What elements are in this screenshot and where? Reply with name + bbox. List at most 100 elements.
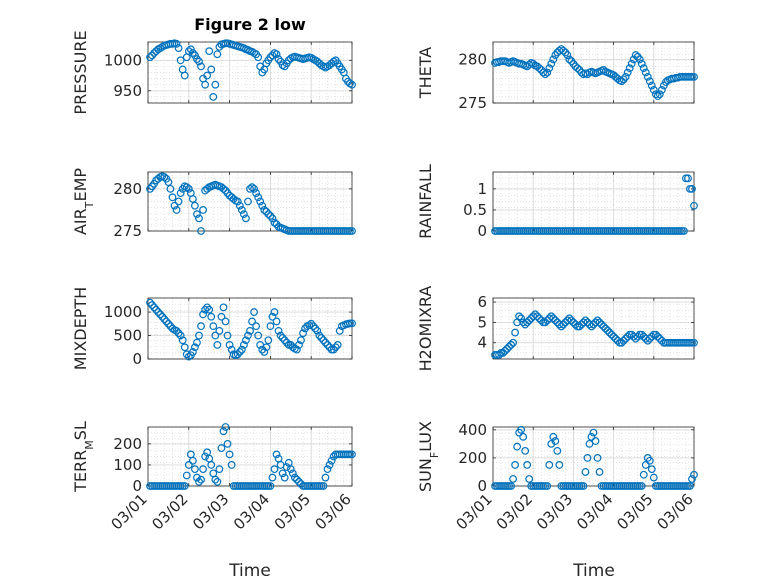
data-point [621, 334, 630, 343]
data-point [205, 305, 214, 314]
data-point [182, 471, 191, 480]
data-point [533, 312, 542, 321]
data-point [541, 70, 550, 79]
data-point [225, 450, 234, 459]
y-axis-label: PRESSURE [71, 30, 90, 114]
data-point [272, 50, 281, 59]
data-point [242, 214, 250, 223]
data-point [609, 332, 618, 341]
data-point [201, 452, 210, 461]
data-point [168, 324, 177, 333]
data-point [237, 345, 246, 354]
data-point [268, 473, 277, 482]
data-point [233, 197, 242, 206]
data-point [193, 338, 201, 347]
data-point [274, 326, 283, 335]
data-point [213, 477, 222, 486]
data-point [299, 329, 307, 338]
data-point [254, 331, 263, 340]
data-point [631, 334, 640, 343]
y-tick-label: 500 [113, 327, 142, 345]
data-point [215, 326, 224, 335]
data-point [549, 314, 558, 323]
data-point [217, 312, 226, 321]
data-point [199, 465, 207, 474]
y-axis-label: H2OMIXRA [416, 286, 435, 372]
data-point [637, 59, 646, 68]
data-point [567, 316, 576, 325]
y-tick-label: 6 [477, 293, 487, 311]
data-point [260, 206, 269, 214]
data-point [647, 81, 656, 90]
data-point [511, 461, 520, 469]
y-axis-label-main: AIR [71, 208, 90, 235]
data-point [205, 47, 214, 56]
data-point [274, 55, 283, 63]
panel-theta: 275 280 THETA [416, 41, 698, 112]
data-point [559, 46, 568, 55]
data-point [207, 461, 216, 469]
y-tick-label: 0 [132, 477, 142, 495]
data-point [174, 197, 183, 206]
data-point [641, 68, 650, 77]
data-point [258, 201, 267, 210]
panel-h2omixra: 4 5 6 H2OMIXRA [416, 286, 698, 372]
data-point [645, 456, 654, 465]
data-point [219, 303, 228, 312]
data-point [250, 184, 258, 193]
data-point [221, 423, 230, 431]
data-point [293, 475, 301, 484]
data-point [680, 227, 688, 235]
data-point [172, 39, 181, 48]
data-point [201, 305, 210, 314]
data-point [250, 308, 258, 316]
data-point [290, 473, 299, 482]
data-point [180, 71, 189, 80]
data-point [507, 340, 515, 349]
x-axis-label-left: Time [228, 561, 271, 581]
data-point [563, 51, 572, 59]
y-axis-label: TERRMSL [71, 421, 96, 493]
data-point [239, 210, 248, 219]
data-point [543, 482, 552, 490]
data-point [309, 322, 318, 331]
data-point [587, 432, 596, 441]
data-point [521, 446, 530, 455]
data-point [211, 475, 220, 484]
data-point [219, 427, 228, 436]
data-point [282, 463, 291, 471]
panel-pressure: 950 1000 PRESSURE [71, 30, 356, 115]
data-point [154, 308, 163, 316]
data-point [270, 465, 279, 474]
data-point [270, 308, 279, 316]
data-point [176, 189, 185, 197]
data-point [229, 195, 238, 203]
data-point [146, 53, 154, 62]
data-point [511, 328, 520, 337]
data-point [199, 206, 207, 214]
y-tick-label: 0 [477, 222, 487, 240]
data-point [174, 329, 183, 338]
data-point [599, 65, 608, 74]
data-point [597, 320, 606, 329]
data-point [503, 344, 511, 353]
y-axis-label: AIRTEMP [71, 168, 96, 235]
data-point [573, 64, 582, 73]
data-point [593, 316, 602, 325]
data-point [649, 86, 658, 94]
data-point [146, 298, 154, 307]
data-point [268, 312, 277, 321]
data-point [553, 446, 562, 455]
data-point [193, 473, 201, 482]
y-tick-label: 0.5 [463, 201, 487, 219]
data-point [227, 345, 236, 354]
data-point [637, 482, 646, 490]
data-point [180, 482, 189, 490]
data-point [333, 341, 342, 349]
data-point [184, 352, 193, 361]
data-point [331, 343, 340, 352]
data-point [605, 328, 614, 337]
data-point [505, 342, 513, 351]
data-point [599, 322, 608, 331]
data-point [260, 348, 269, 356]
